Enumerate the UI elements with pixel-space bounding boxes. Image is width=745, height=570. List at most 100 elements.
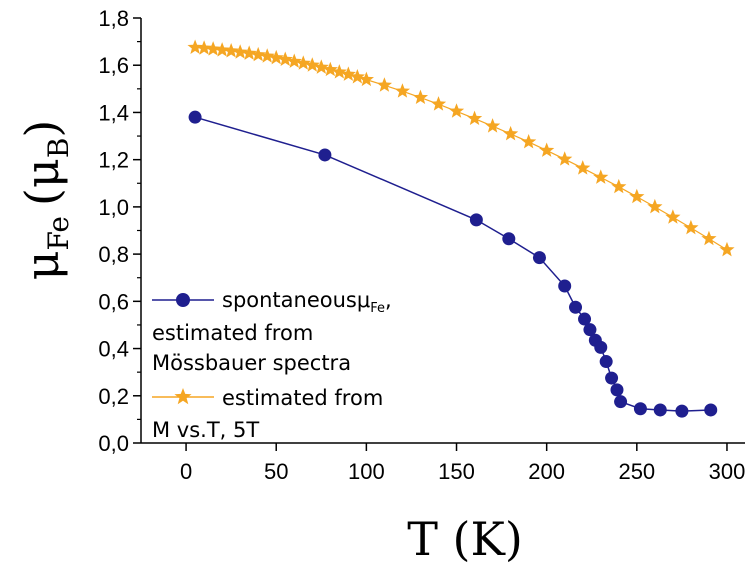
data-point (241, 45, 257, 60)
data-point (665, 209, 681, 224)
legend-label-mu: μ (357, 288, 370, 312)
data-point (575, 160, 591, 175)
x-axis-ticks: 0 50 100 150 200 250 300 (180, 443, 745, 484)
legend-label-mu-subscript: Fe (370, 301, 385, 316)
data-point (187, 39, 203, 54)
x-tick-label: 50 (264, 459, 288, 484)
data-point (196, 40, 212, 55)
svg-text:spontaneousμFe,: spontaneousμFe, (222, 288, 392, 316)
legend-label-comma: , (385, 288, 392, 312)
data-point (629, 188, 645, 204)
data-point (578, 312, 592, 326)
y-tick-label: 1,6 (98, 53, 129, 78)
series-layer (187, 39, 735, 418)
x-tick-label: 250 (618, 459, 655, 484)
legend-marker-star (174, 388, 192, 405)
data-point (340, 66, 356, 81)
legend-entry-mvst: estimated from M vs.T, 5T (152, 386, 383, 442)
data-point (250, 46, 266, 62)
data-point (277, 51, 293, 67)
data-point (318, 148, 332, 162)
data-point (358, 71, 374, 87)
data-point (214, 42, 230, 57)
data-point (539, 142, 555, 157)
data-point (633, 402, 647, 416)
data-point (599, 355, 613, 369)
y-axis-title-unit: μ (15, 158, 69, 188)
data-point (331, 64, 347, 79)
y-tick-label: 0,0 (98, 431, 129, 456)
data-point (532, 251, 546, 265)
data-point (205, 41, 221, 56)
data-point (376, 77, 393, 92)
data-point (304, 57, 320, 72)
legend: spontaneousμFe, estimated from Mössbauer… (152, 288, 392, 442)
data-point (719, 241, 735, 257)
x-tick-label: 0 (180, 459, 192, 484)
data-point (412, 89, 429, 105)
data-point (322, 61, 338, 77)
y-tick-label: 1,8 (98, 6, 129, 31)
x-tick-label: 200 (528, 459, 565, 484)
data-point (430, 96, 447, 111)
data-point (558, 279, 572, 293)
legend-label-estimated-from-1: estimated from (152, 321, 313, 345)
data-point (557, 151, 573, 166)
x-tick-label: 100 (348, 459, 385, 484)
y-axis-title: μFe(μB) (15, 120, 75, 281)
data-point (593, 169, 609, 184)
legend-label-mvst: M vs.T, 5T (152, 418, 259, 442)
series-line (195, 46, 728, 251)
x-tick-label: 300 (709, 459, 745, 484)
data-point (605, 371, 619, 385)
legend-entry-spontaneous: spontaneousμFe, estimated from Mössbauer… (152, 288, 392, 375)
y-axis-title-symbol: μ (15, 250, 69, 280)
data-point (232, 44, 248, 59)
y-axis-ticks: 0,0 0,2 0,4 0,6 0,8 1,0 1,2 1,4 1,6 1,8 (98, 6, 141, 456)
data-point (614, 395, 628, 409)
data-point (466, 110, 483, 126)
data-point (569, 300, 583, 314)
data-point (701, 230, 717, 246)
data-point (259, 48, 275, 63)
data-point (502, 232, 516, 246)
y-axis-title-paren-open: ( (15, 188, 69, 206)
legend-label-spontaneous: spontaneous (222, 288, 357, 312)
y-tick-label: 0,8 (98, 242, 129, 267)
series-mvst (187, 39, 735, 257)
y-tick-label: 1,2 (98, 148, 129, 173)
data-point (484, 118, 501, 133)
data-point (188, 110, 202, 124)
data-point (286, 53, 302, 68)
x-tick-label: 150 (438, 459, 475, 484)
legend-label-mossbauer: Mössbauer spectra (152, 351, 351, 375)
data-point (653, 403, 667, 417)
y-axis-title-subscript: Fe (42, 216, 75, 250)
y-axis-title-paren-close: ) (15, 120, 69, 138)
data-point (611, 178, 627, 194)
data-point (647, 198, 663, 214)
data-point (675, 404, 689, 418)
data-point (394, 83, 411, 98)
data-point (683, 219, 699, 235)
svg-text:μFe(μB): μFe(μB) (15, 120, 75, 281)
data-point (704, 403, 718, 417)
legend-marker-circle (176, 293, 190, 307)
data-point (594, 340, 608, 354)
data-point (223, 43, 239, 58)
data-point (521, 133, 537, 149)
data-point (583, 323, 597, 337)
data-point (469, 213, 483, 227)
legend-label-estimated-from-2: estimated from (222, 386, 383, 410)
data-point (295, 55, 311, 70)
y-tick-label: 0,4 (98, 337, 129, 362)
y-tick-label: 1,0 (98, 195, 129, 220)
y-tick-label: 0,2 (98, 384, 129, 409)
data-point (610, 383, 624, 397)
data-point (448, 103, 465, 118)
data-point (503, 125, 519, 141)
x-axis-title: T (K) (407, 512, 523, 566)
y-tick-label: 1,4 (98, 100, 129, 125)
y-axis-title-unit-subscript: B (42, 138, 75, 159)
series-spontaneous (188, 110, 718, 418)
